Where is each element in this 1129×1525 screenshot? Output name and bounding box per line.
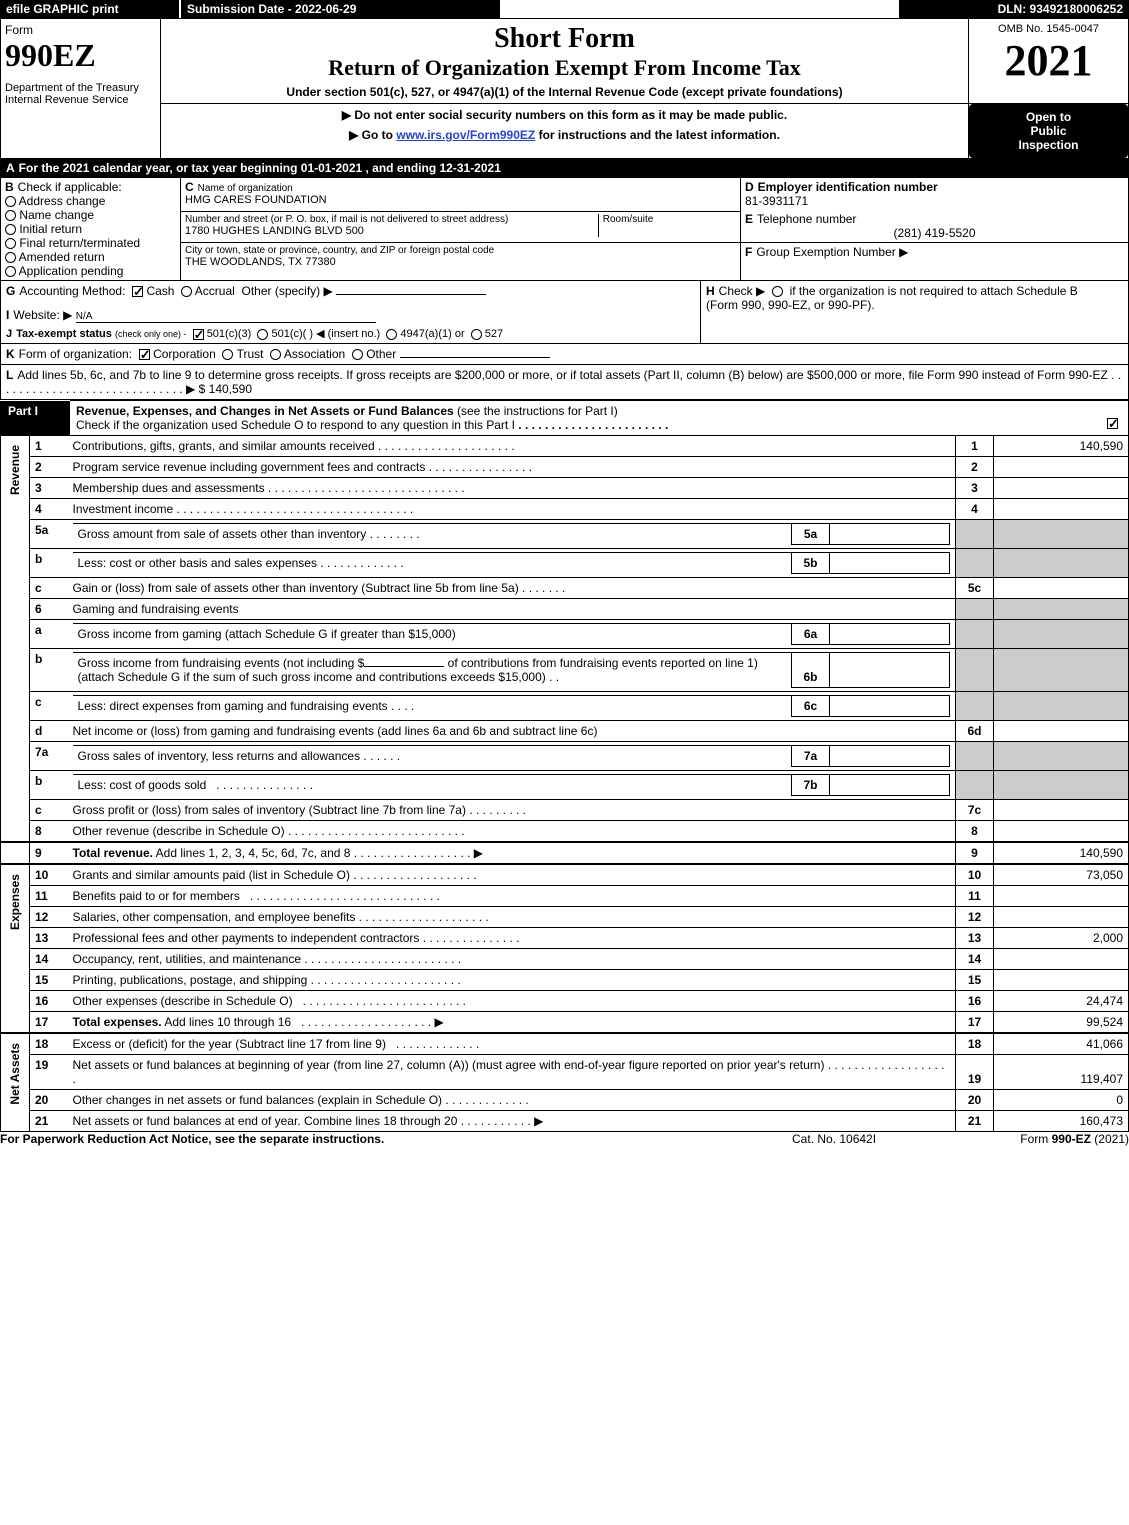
cb-501c[interactable]: [257, 329, 268, 340]
line21-amt: 160,473: [994, 1110, 1129, 1131]
line10-amt: 73,050: [994, 864, 1129, 886]
footer-cat: Cat. No. 10642I: [752, 1132, 916, 1146]
subtitle: Under section 501(c), 527, or 4947(a)(1)…: [165, 85, 964, 99]
phone: (281) 419-5520: [745, 226, 1124, 240]
revenue-section-label: Revenue: [6, 439, 24, 501]
line20-amt: 0: [994, 1089, 1129, 1110]
irs-link[interactable]: www.irs.gov/Form990EZ: [396, 128, 535, 142]
submission-date: Submission Date - 2022-06-29: [180, 0, 500, 18]
cb-501c3[interactable]: [193, 329, 204, 340]
page-footer: For Paperwork Reduction Act Notice, see …: [0, 1132, 1129, 1146]
dept-irs: Internal Revenue Service: [5, 94, 156, 106]
line13-amt: 2,000: [994, 927, 1129, 948]
top-bar: efile GRAPHIC print Submission Date - 20…: [0, 0, 1129, 18]
footer-left: For Paperwork Reduction Act Notice, see …: [0, 1132, 752, 1146]
cb-name-change[interactable]: [5, 210, 16, 221]
website: N/A: [76, 311, 376, 323]
line-a: AFor the 2021 calendar year, or tax year…: [0, 159, 1129, 177]
line-k: KForm of organization: Corporation Trust…: [0, 344, 1129, 365]
org-address: 1780 HUGHES LANDING BLVD 500: [185, 225, 598, 237]
line1-amt: 140,590: [994, 436, 1129, 457]
b-label: Check if applicable:: [18, 180, 122, 194]
org-name: HMG CARES FOUNDATION: [185, 194, 736, 206]
h-text: Check ▶: [719, 284, 766, 298]
line-l: LAdd lines 5b, 6c, and 7b to line 9 to d…: [0, 365, 1129, 400]
line9-amt: 140,590: [994, 842, 1129, 864]
note-goto: ▶ Go to www.irs.gov/Form990EZ for instru…: [165, 128, 964, 142]
footer-right: Form 990-EZ (2021): [916, 1132, 1129, 1146]
line18-amt: 41,066: [994, 1033, 1129, 1055]
form-label: Form: [5, 23, 156, 37]
cb-accrual[interactable]: [181, 286, 192, 297]
org-city: THE WOODLANDS, TX 77380: [185, 256, 736, 268]
cb-schedule-o[interactable]: [1107, 418, 1118, 429]
i-label: Website: ▶: [13, 308, 72, 322]
dln: DLN: 93492180006252: [899, 0, 1129, 18]
lines-table: Revenue 1 Contributions, gifts, grants, …: [0, 435, 1129, 1132]
part1-label: Part I: [0, 401, 70, 436]
cb-527[interactable]: [471, 329, 482, 340]
d-label: Employer identification number: [758, 180, 938, 194]
line19-amt: 119,407: [994, 1054, 1129, 1089]
form-header: Form 990EZ Department of the Treasury In…: [0, 18, 1129, 159]
c-addr-label: Number and street (or P. O. box, if mail…: [185, 214, 598, 225]
c-name-label: Name of organization: [198, 183, 293, 194]
dept-treasury: Department of the Treasury: [5, 82, 156, 94]
note-ssn: ▶ Do not enter social security numbers o…: [165, 108, 964, 122]
f-label: Group Exemption Number: [756, 245, 895, 259]
cb-trust[interactable]: [222, 349, 233, 360]
title-return: Return of Organization Exempt From Incom…: [165, 55, 964, 81]
room-suite-label: Room/suite: [598, 214, 736, 237]
form-number: 990EZ: [5, 37, 156, 74]
cb-amended[interactable]: [5, 252, 16, 263]
g-label: Accounting Method:: [19, 284, 125, 298]
cb-initial-return[interactable]: [5, 224, 16, 235]
cb-4947[interactable]: [386, 329, 397, 340]
omb-number: OMB No. 1545-0047: [973, 23, 1124, 35]
tax-year: 2021: [973, 35, 1124, 86]
netassets-section-label: Net Assets: [6, 1037, 24, 1111]
title-short-form: Short Form: [165, 23, 964, 55]
line16-amt: 24,474: [994, 990, 1129, 1011]
open-inspection-box: Open to Public Inspection: [969, 104, 1128, 158]
cb-address-change[interactable]: [5, 196, 16, 207]
ghi-block: GAccounting Method: Cash Accrual Other (…: [0, 281, 1129, 344]
entity-block: BCheck if applicable: Address change Nam…: [0, 177, 1129, 281]
cb-h[interactable]: [772, 286, 783, 297]
cb-other-org[interactable]: [352, 349, 363, 360]
line17-amt: 99,524: [994, 1011, 1129, 1033]
cb-final-return[interactable]: [5, 238, 16, 249]
ein: 81-3931171: [745, 194, 1124, 208]
c-city-label: City or town, state or province, country…: [185, 245, 736, 256]
e-label: Telephone number: [757, 212, 856, 226]
j-label: Tax-exempt status: [16, 328, 112, 340]
efile-label[interactable]: efile GRAPHIC print: [0, 0, 180, 18]
cb-corp[interactable]: [139, 349, 150, 360]
part1-header: Part I Revenue, Expenses, and Changes in…: [0, 400, 1129, 435]
cb-assoc[interactable]: [270, 349, 281, 360]
cb-cash[interactable]: [132, 286, 143, 297]
l-amount: 140,590: [209, 382, 252, 396]
expenses-section-label: Expenses: [6, 868, 24, 936]
cb-pending[interactable]: [5, 266, 16, 277]
